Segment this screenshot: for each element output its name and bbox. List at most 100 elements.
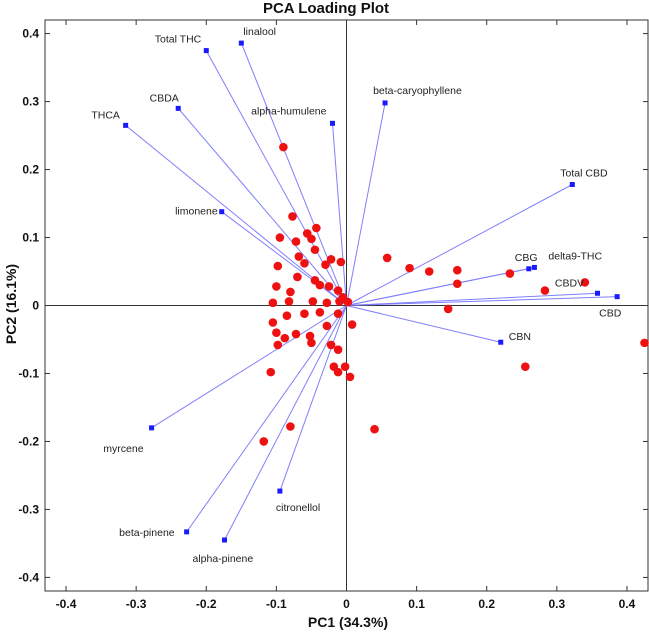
loading-label: linalool (243, 26, 276, 38)
score-point (326, 254, 336, 264)
y-tick-label: 0.4 (22, 27, 39, 41)
x-tick-label: -0.3 (126, 597, 147, 611)
score-point (307, 338, 316, 348)
loading-vector (177, 108, 347, 306)
score-point (272, 328, 281, 337)
y-tick-label: 0.3 (22, 95, 39, 109)
score-point (291, 329, 301, 339)
score-point (286, 422, 295, 431)
score-point (452, 279, 462, 289)
score-point (333, 309, 343, 318)
score-point (279, 142, 288, 152)
loading-vector (186, 305, 347, 533)
x-tick-label: 0.2 (478, 597, 495, 611)
loading-marker (219, 209, 225, 215)
loading-vector (331, 123, 347, 306)
score-point (286, 287, 295, 297)
score-point (640, 338, 649, 348)
x-tick-label: 0.4 (619, 597, 636, 611)
score-point (305, 331, 315, 341)
score-point (343, 297, 353, 307)
loading-label: CBD (599, 308, 622, 320)
score-point (580, 278, 590, 287)
loading-vector (346, 292, 598, 306)
loading-marker (203, 48, 209, 54)
score-point (284, 297, 294, 306)
score-point (347, 320, 357, 329)
loading-vector (279, 305, 347, 492)
plot-area: -0.4 -0.3 -0.2 -0.1 0 0.1 0.2 0.3 0.4 -0.4 -0.3 -0.… (18, 19, 649, 611)
score-point (288, 212, 297, 221)
loading-label: citronellol (276, 502, 320, 514)
score-point (291, 237, 301, 246)
score-point (300, 259, 309, 268)
score-point (520, 362, 530, 371)
score-point (382, 253, 392, 263)
score-point (315, 280, 325, 290)
score-point (335, 297, 344, 306)
loading-label: THCA (91, 109, 120, 121)
score-point (443, 304, 453, 314)
score-point (272, 282, 281, 291)
loading-marker (569, 182, 575, 188)
x-tick-label: 0.1 (408, 597, 425, 611)
score-point (540, 286, 550, 295)
score-point (312, 223, 321, 233)
y-tick-label: 0.1 (22, 231, 39, 245)
score-point (273, 340, 283, 350)
loading-marker (184, 529, 190, 535)
x-tick-label: 0.3 (549, 597, 566, 611)
score-point (452, 265, 462, 275)
score-point (336, 257, 346, 267)
loading-marker (526, 266, 532, 272)
loading-marker (123, 122, 129, 128)
score-point (333, 345, 343, 354)
loading-label: Total CBD (560, 168, 608, 180)
loading-marker (531, 264, 537, 270)
loading-vector (346, 184, 573, 306)
loading-marker (498, 339, 504, 345)
loading-vector (125, 124, 347, 306)
x-tick-label: -0.1 (266, 597, 287, 611)
score-point (405, 263, 414, 273)
x-tick-label: -0.2 (196, 597, 217, 611)
score-point (268, 318, 278, 327)
score-point (259, 437, 269, 446)
y-tick-label: 0.2 (22, 163, 39, 177)
x-tick-label: 0 (343, 597, 350, 611)
loading-marker (277, 488, 283, 494)
score-point (321, 260, 330, 270)
loading-vector (346, 102, 386, 306)
loading-label: beta-pinene (119, 527, 175, 539)
loading-marker (221, 537, 227, 543)
loading-marker (329, 120, 335, 126)
score-point (310, 245, 320, 255)
loading-marker (149, 425, 155, 431)
score-point (280, 333, 290, 343)
score-point (282, 311, 292, 320)
loading-label: beta-caryophyllene (373, 85, 462, 97)
score-point (340, 362, 350, 371)
loading-label: CBG (515, 252, 538, 264)
score-point (505, 269, 515, 278)
score-point (322, 321, 332, 331)
score-point (322, 298, 332, 308)
loading-label: CBDV (555, 277, 584, 289)
loading-label: CBDA (150, 92, 179, 104)
loading-vector (151, 305, 347, 429)
loading-vector (346, 266, 535, 306)
loading-marker (382, 100, 388, 106)
score-point (345, 372, 355, 382)
loading-vector (346, 296, 618, 306)
loading-label: myrcene (103, 443, 143, 455)
score-point (370, 424, 379, 434)
loading-label: Total THC (155, 34, 202, 46)
y-tick-label: -0.2 (18, 434, 39, 448)
y-tick-label: -0.1 (18, 366, 39, 380)
score-point (424, 267, 434, 276)
score-point (324, 282, 334, 291)
loading-marker (614, 294, 620, 300)
y-tick-label: 0 (32, 299, 39, 313)
x-axis-label: PC1 (34.3%) (308, 614, 388, 630)
